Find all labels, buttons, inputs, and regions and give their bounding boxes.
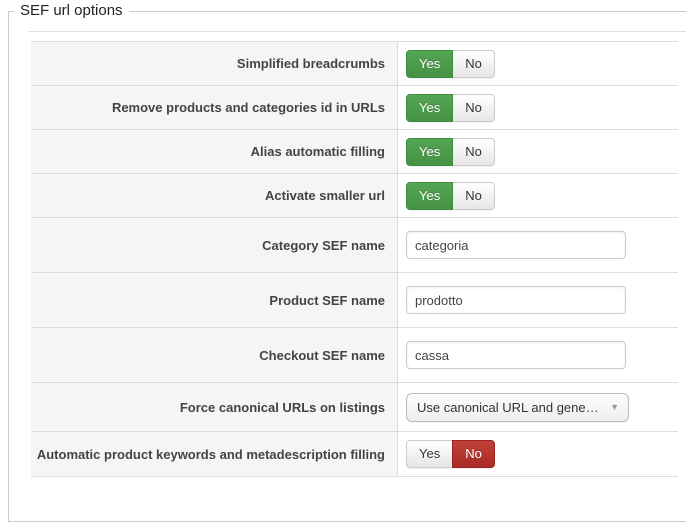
settings-row-auto-keywords-metadescription: Automatic product keywords and metadescr…: [31, 432, 678, 477]
yes-button[interactable]: Yes: [406, 49, 454, 78]
no-button[interactable]: No: [452, 181, 495, 210]
smaller-url-toggle: Yes No: [406, 181, 495, 210]
no-button[interactable]: No: [452, 440, 495, 468]
auto-keywords-toggle: Yes No: [406, 440, 495, 468]
row-label: Product SEF name: [31, 273, 398, 327]
no-button[interactable]: No: [452, 93, 495, 122]
settings-row-product-sef-name: Product SEF name: [31, 273, 678, 328]
yes-button[interactable]: Yes: [406, 440, 454, 468]
no-button[interactable]: No: [452, 137, 495, 166]
checkout-sef-name-input[interactable]: [406, 341, 626, 369]
yes-button[interactable]: Yes: [406, 137, 454, 166]
panel-legend: SEF url options: [20, 2, 123, 19]
settings-row-activate-smaller-url: Activate smaller url Yes No: [31, 174, 678, 218]
category-sef-name-input[interactable]: [406, 231, 626, 259]
settings-row-category-sef-name: Category SEF name: [31, 218, 678, 273]
row-label: Activate smaller url: [31, 174, 398, 217]
settings-row-force-canonical-urls: Force canonical URLs on listings Use can…: [31, 383, 678, 432]
simplified-breadcrumbs-toggle: Yes No: [406, 49, 495, 78]
chevron-down-icon: ▼: [610, 402, 619, 412]
remove-ids-toggle: Yes No: [406, 93, 495, 122]
row-label: Alias automatic filling: [31, 130, 398, 173]
settings-row-alias-automatic-filling: Alias automatic filling Yes No: [31, 130, 678, 174]
row-label: Checkout SEF name: [31, 328, 398, 382]
alias-filling-toggle: Yes No: [406, 137, 495, 166]
force-canonical-select[interactable]: Use canonical URL and gene… ▼: [406, 392, 629, 422]
settings-table: Simplified breadcrumbs Yes No Remove pro…: [31, 41, 678, 477]
settings-row-simplified-breadcrumbs: Simplified breadcrumbs Yes No: [31, 42, 678, 86]
sef-url-options-panel: SEF url options Simplified breadcrumbs Y…: [8, 2, 686, 522]
row-label: Category SEF name: [31, 218, 398, 272]
yes-button[interactable]: Yes: [406, 181, 454, 210]
product-sef-name-input[interactable]: [406, 286, 626, 314]
settings-row-checkout-sef-name: Checkout SEF name: [31, 328, 678, 383]
row-label: Force canonical URLs on listings: [31, 383, 398, 431]
top-divider: [29, 31, 686, 32]
yes-button[interactable]: Yes: [406, 93, 454, 122]
settings-row-remove-ids-in-urls: Remove products and categories id in URL…: [31, 86, 678, 130]
select-value: Use canonical URL and gene…: [417, 399, 599, 415]
no-button[interactable]: No: [452, 49, 495, 78]
row-label: Automatic product keywords and metadescr…: [31, 432, 398, 476]
row-label: Remove products and categories id in URL…: [31, 86, 398, 129]
row-label: Simplified breadcrumbs: [31, 42, 398, 85]
